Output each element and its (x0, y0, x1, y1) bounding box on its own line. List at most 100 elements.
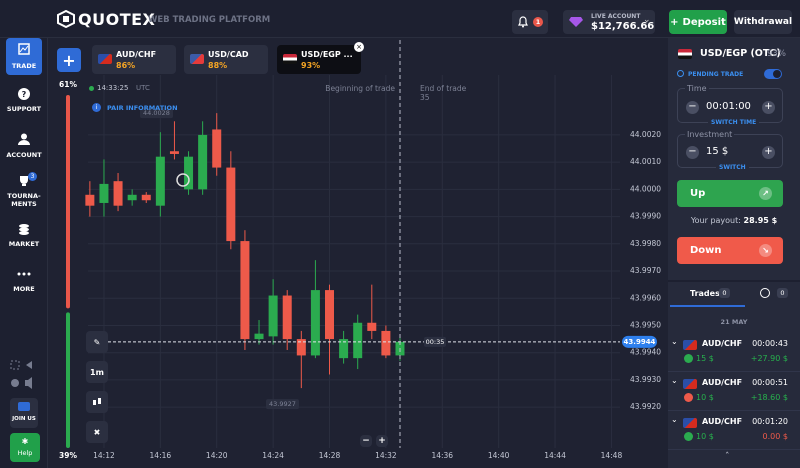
add-asset-button[interactable]: + (57, 48, 81, 72)
market-icon[interactable] (18, 223, 30, 235)
x-tick-label: 14:16 (150, 451, 172, 460)
trade-pair: AUD/CHF (702, 417, 743, 426)
investment-value: 15 $ (706, 146, 729, 157)
sentiment-bar (66, 312, 70, 448)
nav-label: MARKET (8, 240, 40, 248)
flag (678, 49, 692, 59)
pair-info[interactable]: PAIR INFORMATION (107, 104, 178, 112)
candle-body (127, 194, 137, 201)
asset-tab[interactable]: USD/CAD 88% (184, 45, 268, 74)
investment-minus[interactable]: − (686, 146, 699, 159)
zoom-out[interactable]: − (360, 435, 372, 447)
current-price: 43.9944 (624, 338, 656, 346)
y-tick-label: 44.0020 (630, 130, 661, 139)
candle-body (155, 156, 165, 206)
cursor (176, 173, 190, 187)
candle-body (226, 167, 236, 242)
trade-profit: +18.60 $ (750, 393, 788, 402)
candle-body (282, 295, 292, 340)
withdrawal-button[interactable]: Withdrawal (734, 10, 792, 34)
up-label: Up (690, 188, 706, 199)
down-icon: ↘ (759, 244, 772, 257)
trades-count: 0 (719, 288, 730, 298)
trade-amount: 10 $ (696, 393, 714, 402)
join-us-label: JOIN US (12, 416, 36, 422)
candle-body (339, 339, 349, 359)
timeframe-button[interactable]: 1m (86, 361, 108, 383)
expand-trades[interactable]: ˆ (725, 452, 730, 462)
close-tab[interactable]: × (354, 42, 364, 52)
trade-time: 00:00:51 (752, 378, 788, 387)
trade-row[interactable]: ⌄ AUD/CHF 00:00:51 10 $ +18.60 $ (668, 375, 800, 411)
down-button[interactable]: Down ↘ (677, 237, 783, 264)
trade-icon (18, 43, 30, 55)
support-icon[interactable]: ? (18, 88, 30, 100)
y-tick-label: 43.9990 (630, 212, 661, 221)
chart-type-button[interactable] (86, 391, 108, 413)
investment-plus[interactable]: + (762, 146, 775, 159)
flag (283, 54, 297, 64)
withdrawal-label: Withdrawal (733, 17, 793, 27)
trade-row[interactable]: ⌄ AUD/CHF 00:01:20 10 $ 0.00 $ (668, 414, 800, 450)
time-value: 00:01:00 (706, 101, 751, 112)
sentiment-label: 39% (59, 451, 77, 460)
pending-clock[interactable] (760, 288, 770, 298)
x-tick-label: 14:36 (431, 451, 453, 460)
candle-body (268, 295, 278, 337)
account-nav-icon[interactable] (18, 133, 30, 145)
up-button[interactable]: Up ↗ (677, 180, 783, 207)
draw-tool[interactable]: ✎ (86, 331, 108, 353)
end-seconds: 35 (420, 93, 430, 102)
deposit-button[interactable]: + Deposit (669, 10, 727, 34)
y-tick-label: 43.9980 (630, 239, 661, 248)
tab-payout: 86% (116, 61, 136, 70)
live-dot (89, 86, 94, 91)
account-type: LIVE ACCOUNT (591, 13, 641, 20)
switch-time[interactable]: SWITCH TIME (708, 119, 760, 126)
more-icon[interactable] (17, 271, 31, 277)
balance: $12,766.66 (591, 21, 655, 32)
help-button[interactable]: ✱ Help (10, 433, 40, 462)
notifications-button[interactable]: 1 (512, 10, 548, 34)
account-switcher[interactable]: LIVE ACCOUNT $12,766.66 ⌄ (563, 10, 655, 34)
payout-value: 28.95 $ (743, 216, 778, 225)
trade-time: 00:00:43 (752, 339, 788, 348)
countdown-bg (424, 336, 446, 347)
candle-body (367, 322, 377, 331)
pending-icon (677, 70, 684, 77)
help-label: Help (17, 449, 33, 457)
plus-icon: + (670, 16, 679, 28)
low-marker-bg (266, 399, 299, 410)
tab-underline (670, 305, 745, 307)
help-icon: ✱ (21, 437, 29, 446)
y-tick-label: 44.0010 (630, 157, 661, 166)
tab-payout: 88% (208, 61, 228, 70)
toggle-knob (773, 70, 781, 78)
zoom-in[interactable]: + (376, 435, 388, 447)
deposit-label: Deposit (682, 16, 726, 28)
trades-date: 21 MAY (720, 318, 748, 326)
join-us-button[interactable]: JOIN US (10, 398, 38, 428)
flag (683, 340, 697, 350)
trades-tab[interactable]: Trades (690, 289, 720, 298)
logo: QUOTEX (78, 10, 156, 29)
x-tick-label: 14:48 (601, 451, 623, 460)
asset-tab[interactable]: AUD/CHF 86% (92, 45, 176, 74)
candle-body (353, 322, 363, 359)
trade-pair: AUD/CHF (702, 378, 743, 387)
x-tick-label: 14:32 (375, 451, 397, 460)
tournaments-icon[interactable] (18, 175, 30, 187)
direction-icon (684, 432, 693, 441)
time-minus[interactable]: − (686, 101, 699, 114)
asset-tab-active[interactable]: USD/EGP ... 93% × (277, 42, 364, 74)
trade-row[interactable]: ⌄ AUD/CHF 00:00:43 15 $ +27.90 $ (668, 336, 800, 372)
settings-icons[interactable] (10, 360, 40, 390)
switch[interactable]: SWITCH (716, 164, 749, 171)
pending-toggle[interactable] (764, 69, 782, 79)
account-icon (569, 17, 583, 27)
indicators-button[interactable]: ✖ (86, 421, 108, 443)
timezone: UTC (136, 84, 150, 92)
candle-body (325, 290, 335, 340)
time-plus[interactable]: + (762, 101, 775, 114)
tab-pair: USD/EGP ... (301, 50, 353, 59)
